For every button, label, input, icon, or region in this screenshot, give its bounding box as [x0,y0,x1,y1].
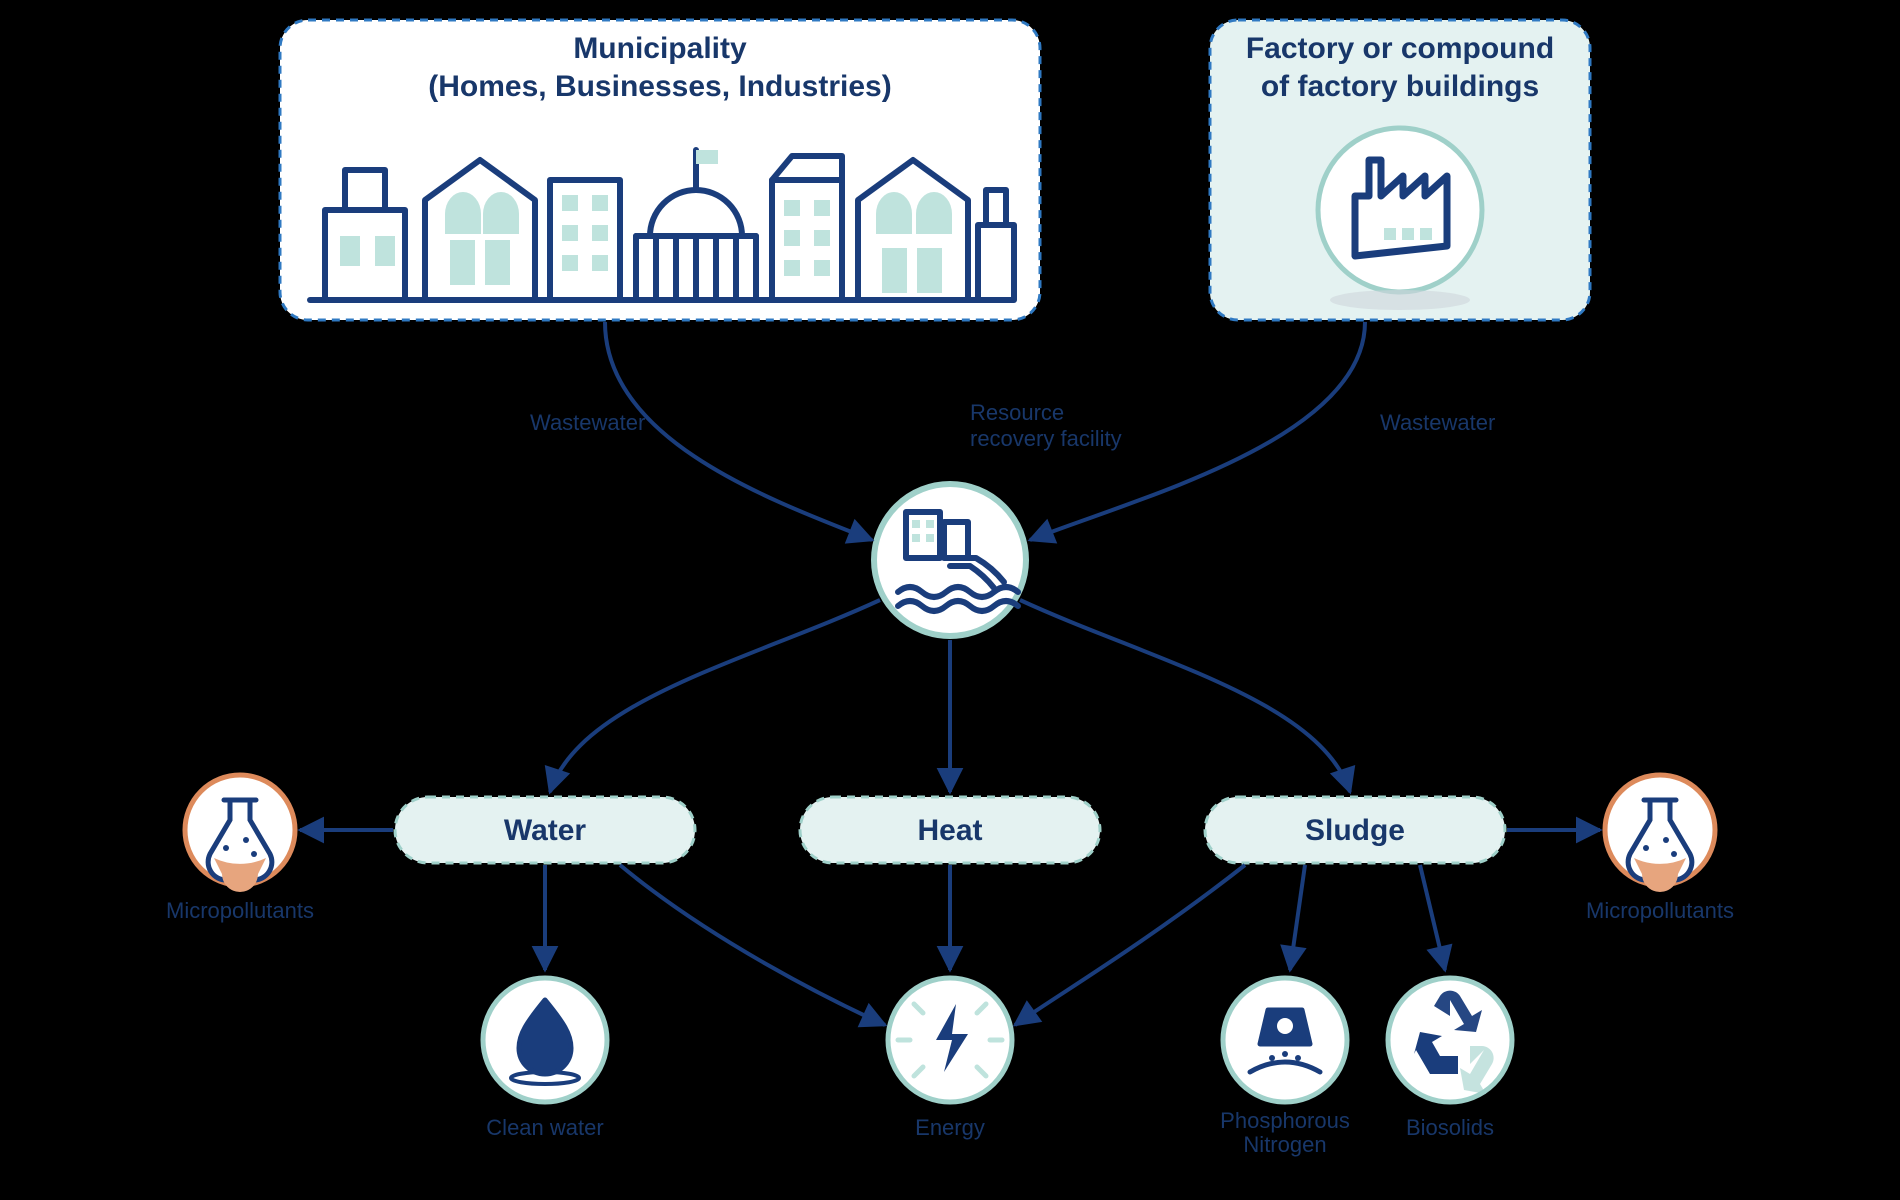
clean-water-node: Clean water [483,978,607,1140]
factory-title-l1: Factory or compound [1246,32,1554,65]
phos-label-l1: Phosphorous [1220,1108,1350,1133]
pill-heat: Heat [800,797,1100,863]
arrow-sludge-to-phos [1290,865,1305,970]
pill-sludge: Sludge [1205,797,1505,863]
municipality-title-l2: (Homes, Businesses, Industries) [428,70,891,103]
municipality-box: Municipality (Homes, Businesses, Industr… [280,20,1040,320]
energy-label: Energy [915,1115,985,1140]
arrow-sludge-to-energy [1015,865,1245,1025]
arrow-water-to-energy [620,865,885,1025]
recovery-label-l1: Resource [970,400,1064,425]
phos-label-l2: Nitrogen [1243,1132,1326,1157]
micropollutant-right: Micropollutants [1586,775,1734,923]
arrow-sludge-to-biosolids [1420,865,1445,970]
micropollutant-right-label: Micropollutants [1586,898,1734,923]
biosolids-label: Biosolids [1406,1115,1494,1140]
factory-box: Factory or compound of factory buildings [1210,20,1590,320]
arrow-facility-to-water [550,600,880,792]
micropollutant-left-label: Micropollutants [166,898,314,923]
factory-title-l2: of factory buildings [1261,70,1539,103]
clean-water-label: Clean water [486,1115,603,1140]
municipality-title-l1: Municipality [573,32,747,65]
diagram-canvas: Municipality (Homes, Businesses, Industr… [0,0,1900,1200]
pill-heat-label: Heat [917,814,982,847]
pill-water-label: Water [504,814,587,847]
micropollutant-left: Micropollutants [166,775,314,923]
arrow-facility-to-sludge [1020,600,1350,792]
pill-sludge-label: Sludge [1305,814,1405,847]
wastewater-right-label: Wastewater [1380,410,1495,435]
biosolids-node: Biosolids [1388,978,1512,1140]
phos-nitrogen-node: Phosphorous Nitrogen [1220,978,1350,1157]
energy-node: Energy [888,978,1012,1140]
pill-water: Water [395,797,695,863]
recovery-label-l2: recovery facility [970,426,1122,451]
wastewater-left-label: Wastewater [530,410,645,435]
